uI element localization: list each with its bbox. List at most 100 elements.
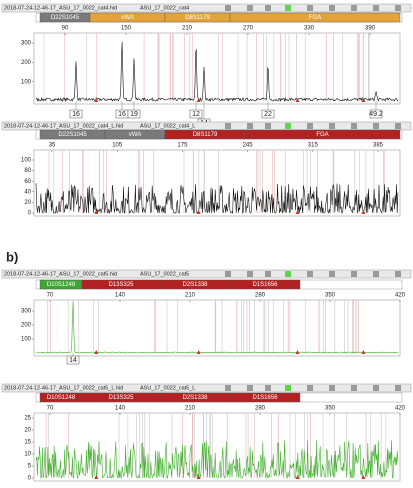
- allele-box: [189, 109, 203, 119]
- marker-block: [229, 12, 401, 23]
- y-tick-label: 10: [24, 452, 31, 458]
- marker-block: [244, 129, 401, 140]
- status-icon: [247, 5, 253, 11]
- marker-label: D13S325: [108, 395, 134, 401]
- size-marker: [94, 350, 99, 354]
- x-tick-label: 420: [395, 293, 406, 299]
- status-icon: [225, 123, 231, 129]
- size-marker: [361, 475, 366, 479]
- x-tick-label: 350: [325, 293, 336, 299]
- marker-label: D13S325: [108, 282, 134, 288]
- status-icon: [247, 271, 253, 277]
- marker-label: D1S1656: [252, 395, 278, 401]
- size-marker: [196, 210, 201, 214]
- y-tick-label: 200: [21, 323, 32, 329]
- x-tick-label: 90: [62, 26, 69, 32]
- status-icon: [265, 385, 271, 391]
- panel-label: b): [6, 249, 18, 264]
- size-marker: [361, 350, 366, 354]
- size-marker: [94, 210, 99, 214]
- y-tick-label: 100: [21, 158, 32, 164]
- x-tick-label: 210: [185, 406, 196, 412]
- x-tick-label: 420: [395, 406, 406, 412]
- header-name: ASU_17_0022_cat4_L: [140, 123, 195, 129]
- status-icon: [395, 385, 401, 391]
- y-tick-label: 80: [24, 168, 31, 174]
- plot-frame: [33, 412, 401, 482]
- y-tick-label: 5: [28, 464, 32, 470]
- status-icon: [373, 5, 379, 11]
- allele-label: 14: [69, 357, 77, 364]
- allele-box: [261, 109, 275, 119]
- marker-label: D10S1248: [47, 395, 76, 401]
- status-icon: [307, 385, 313, 391]
- status-icon: [351, 123, 357, 129]
- size-marker: [94, 475, 99, 479]
- x-tick-label: 70: [47, 293, 54, 299]
- trace: [35, 440, 399, 480]
- marker-label: D2S1338: [182, 395, 208, 401]
- allele-box: [127, 109, 141, 119]
- trace: [35, 41, 399, 103]
- status-icon: [307, 271, 313, 277]
- header-file: 2018-07-24-12-46-17_ASU_17_0022_cat5_L.h…: [4, 385, 123, 391]
- size-marker: [196, 475, 201, 479]
- allele-box: [369, 109, 383, 119]
- y-tick-label: 40: [24, 189, 31, 195]
- y-tick-label: 60: [24, 179, 31, 185]
- x-tick-label: 105: [112, 143, 123, 149]
- x-tick-label: 330: [304, 26, 315, 32]
- size-marker: [295, 98, 300, 102]
- header-bar: [1, 3, 412, 13]
- allele-label: 22: [264, 111, 272, 118]
- allele-label: 16: [118, 111, 126, 118]
- y-tick-label: 0: [28, 476, 32, 482]
- plot-frame: [33, 32, 401, 105]
- marker-block: [229, 279, 301, 290]
- status-icon: [247, 385, 253, 391]
- x-tick-label: 35: [49, 143, 56, 149]
- size-marker: [295, 210, 300, 214]
- status-icon: [225, 271, 231, 277]
- status-icon: [329, 271, 335, 277]
- status-icon: [395, 123, 401, 129]
- header-file: 2018-07-24-12-46-17_ASU_17_0022_cat4_L.h…: [4, 123, 123, 129]
- status-icon: [265, 123, 271, 129]
- header-file: 2018-07-24-12-46-17_ASU_17_0022_cat4.hid: [4, 5, 117, 11]
- status-icon: [225, 5, 231, 11]
- size-marker: [295, 475, 300, 479]
- size-marker: [361, 98, 366, 102]
- x-tick-label: 210: [182, 26, 193, 32]
- marker-label: D8S1179: [185, 15, 210, 21]
- status-icon: [395, 5, 401, 11]
- marker-label: D8S1179: [193, 132, 218, 138]
- x-tick-label: 315: [308, 143, 319, 149]
- x-tick-label: 385: [373, 143, 384, 149]
- header-name: ASU_17_0022_cat5: [140, 271, 189, 277]
- status-icon: [351, 5, 357, 11]
- marker-label: D10S1248: [47, 282, 76, 288]
- x-tick-label: 140: [115, 293, 126, 299]
- x-tick-label: 350: [325, 406, 336, 412]
- status-icon: [247, 123, 253, 129]
- allele-label: 19: [130, 111, 138, 118]
- x-tick-label: 175: [177, 143, 188, 149]
- allele-label: 49.2: [369, 111, 383, 118]
- status-icon: [225, 385, 231, 391]
- marker-label: D1S1656: [252, 282, 278, 288]
- status-icon: [395, 271, 401, 277]
- marker-block: [229, 392, 301, 403]
- marker-label: FGA: [316, 132, 328, 138]
- y-tick-label: 20: [24, 200, 31, 206]
- x-tick-label: 390: [365, 26, 376, 32]
- status-icon: [373, 271, 379, 277]
- marker-label: D2S1338: [182, 282, 208, 288]
- y-tick-label: 15: [24, 440, 31, 446]
- marker-label: D22S1045: [58, 132, 87, 138]
- status-icon: [329, 123, 335, 129]
- x-tick-label: 280: [255, 293, 266, 299]
- header-name: ASU_17_0022_cat4: [140, 5, 189, 11]
- status-icon: [307, 5, 313, 11]
- allele-box: [69, 109, 83, 119]
